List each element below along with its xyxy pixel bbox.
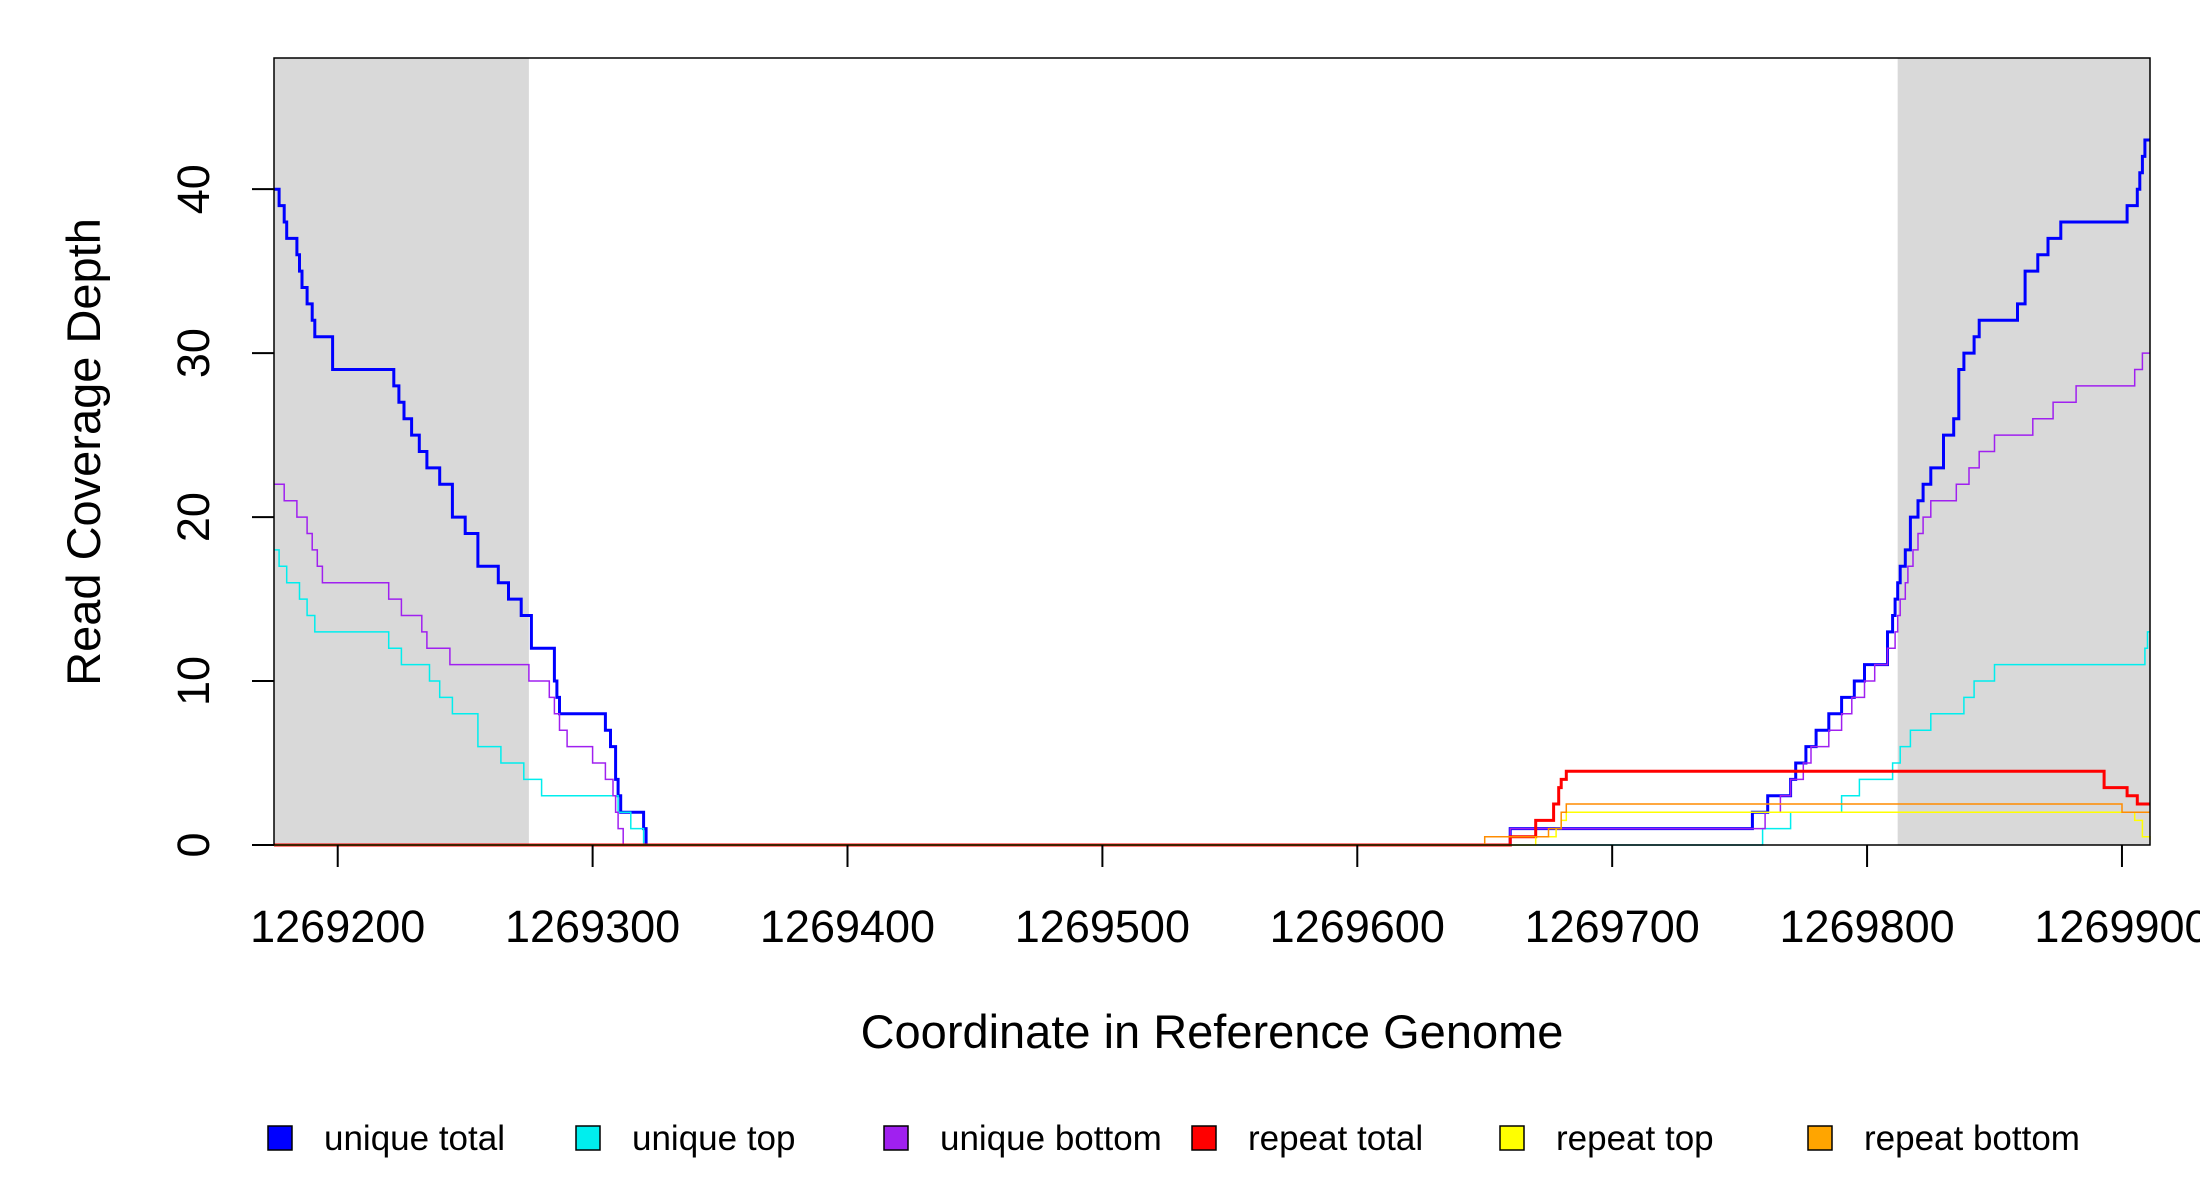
legend-item: unique total (267, 1119, 505, 1158)
series-repeat-total (274, 769, 2150, 847)
x-tick-label: 1269400 (760, 901, 935, 952)
legend-item: repeat top (1499, 1119, 1714, 1158)
legend-label: unique top (632, 1119, 795, 1158)
x-axis-title: Coordinate in Reference Genome (861, 1005, 1564, 1058)
legend-swatch (267, 1125, 293, 1151)
shaded-regions (274, 58, 2150, 845)
y-axis: 0 10 20 30 40 (168, 164, 274, 858)
y-tick-label: 20 (168, 492, 219, 542)
legend-swatch (575, 1125, 601, 1151)
legend: unique total unique top unique bottom repea… (267, 1119, 2080, 1158)
shaded-region-2 (1897, 58, 2150, 845)
legend-item: unique top (575, 1119, 795, 1158)
series-unique-top (274, 549, 2150, 846)
x-tick-label: 1269700 (1525, 901, 1700, 952)
legend-item: repeat bottom (1807, 1119, 2080, 1158)
y-axis-title: Read Coverage Depth (57, 218, 110, 686)
legend-swatch (1807, 1125, 1833, 1151)
x-tick-label: 1269600 (1270, 901, 1445, 952)
legend-swatch (883, 1125, 909, 1151)
series-unique-total (274, 138, 2150, 847)
x-tick-label: 1269800 (1779, 901, 1954, 952)
series-repeat-top (274, 811, 2151, 846)
legend-label: unique total (324, 1119, 505, 1158)
legend-item: unique bottom (883, 1119, 1162, 1158)
x-tick-label: 1269200 (250, 901, 425, 952)
legend-label: unique bottom (940, 1119, 1162, 1158)
legend-swatch (1191, 1125, 1217, 1151)
y-tick-label: 0 (168, 832, 219, 857)
series-lines (274, 138, 2151, 847)
legend-label: repeat bottom (1864, 1119, 2080, 1158)
series-repeat-bottom (274, 803, 2150, 846)
legend-item: repeat total (1191, 1119, 1423, 1158)
x-tick-label: 1269500 (1015, 901, 1190, 952)
plot-frame (273, 57, 2151, 846)
x-tick-label: 1269900 (2034, 901, 2200, 952)
y-tick-label: 30 (168, 328, 219, 378)
x-tick-label: 1269300 (505, 901, 680, 952)
y-tick-label: 40 (168, 164, 219, 214)
x-axis: 1269200 1269300 1269400 1269500 1269600 12697… (250, 845, 2200, 952)
series-unique-bottom (274, 352, 2150, 846)
legend-swatch (1499, 1125, 1525, 1151)
y-tick-label: 10 (168, 656, 219, 706)
legend-label: repeat top (1556, 1119, 1714, 1158)
shaded-region-1 (274, 58, 529, 845)
legend-label: repeat total (1248, 1119, 1423, 1158)
